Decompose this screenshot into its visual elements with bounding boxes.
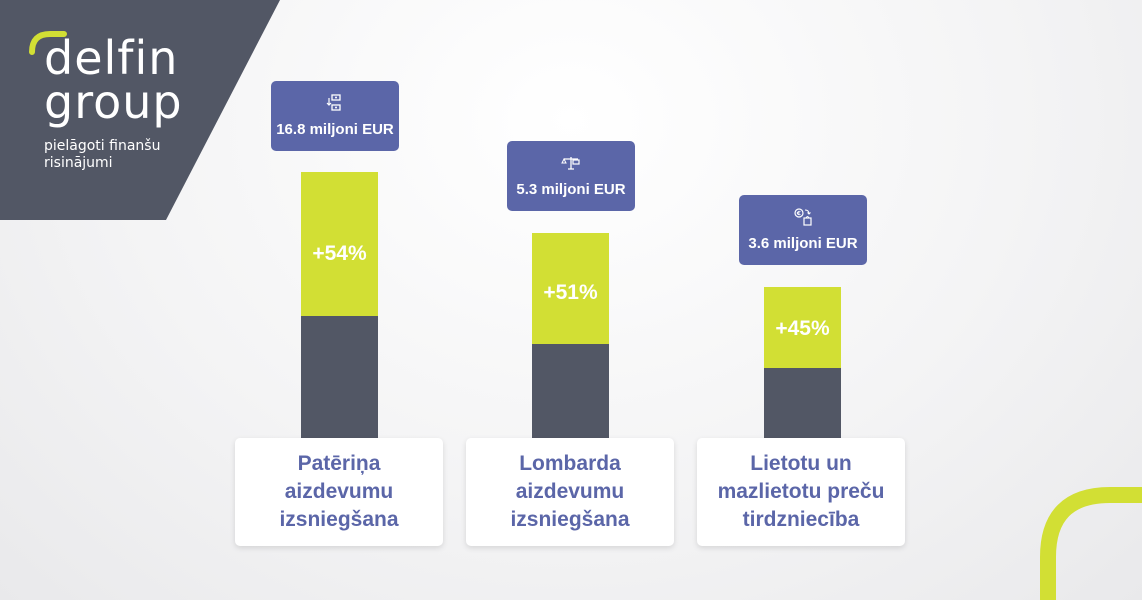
money-exchange-icon <box>326 94 341 111</box>
bar-group-2: +51% <box>532 233 609 438</box>
growth-label-2: +51% <box>543 281 598 304</box>
bar-base-segment-3 <box>764 368 841 438</box>
bar-group-1: +54% <box>301 172 378 438</box>
amount-badge-2: 5.3 miljoni EUR <box>507 141 635 211</box>
bar-base-segment-1 <box>301 316 378 438</box>
category-label-2: Lombarda aizdevumu izsniegšana <box>510 452 630 531</box>
bar-group-3: +45% <box>764 287 841 438</box>
euro-bag-icon <box>794 208 812 226</box>
growth-label-1: +54% <box>312 242 367 265</box>
growth-label-3: +45% <box>775 317 830 340</box>
amount-text-2: 5.3 miljoni EUR <box>516 181 626 198</box>
bar-growth-segment-2 <box>532 233 609 344</box>
logo-line-2: group <box>44 75 183 129</box>
bar-growth-segment-3 <box>764 287 841 368</box>
brand-logo: delfin group <box>44 31 183 129</box>
bar-base-segment-2 <box>532 344 609 438</box>
category-card-3: Lietotu un mazlietotu preču tirdzniecība <box>697 438 905 546</box>
category-label-3: Lietotu un mazlietotu preču tirdzniecība <box>717 452 885 531</box>
category-label-1: Patēriņa aizdevumu izsniegšana <box>279 452 399 531</box>
decorative-arc <box>1040 487 1142 600</box>
scale-money-icon <box>561 157 580 170</box>
amount-text-3: 3.6 miljoni EUR <box>748 235 858 252</box>
amount-badge-3: 3.6 miljoni EUR <box>739 195 867 265</box>
category-card-1: Patēriņa aizdevumu izsniegšana <box>235 438 443 546</box>
bar-growth-segment-1 <box>301 172 378 316</box>
logo-line-1: delfin <box>44 31 179 85</box>
category-card-2: Lombarda aizdevumu izsniegšana <box>466 438 674 546</box>
brand-tagline: pielāgoti finanšu risinājumi <box>44 138 161 171</box>
amount-text-1: 16.8 miljoni EUR <box>276 121 394 138</box>
amount-badge-1: 16.8 miljoni EUR <box>271 81 399 151</box>
logo-background-shape <box>0 0 280 220</box>
